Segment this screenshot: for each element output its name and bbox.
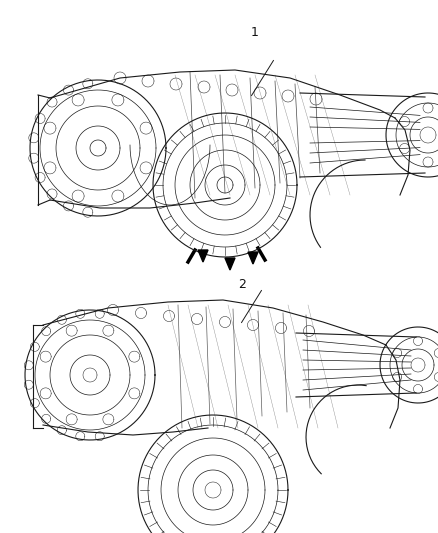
Text: 1: 1 (251, 26, 259, 38)
Polygon shape (225, 258, 235, 270)
Polygon shape (198, 250, 208, 262)
Polygon shape (248, 252, 258, 264)
Text: 2: 2 (238, 279, 246, 292)
